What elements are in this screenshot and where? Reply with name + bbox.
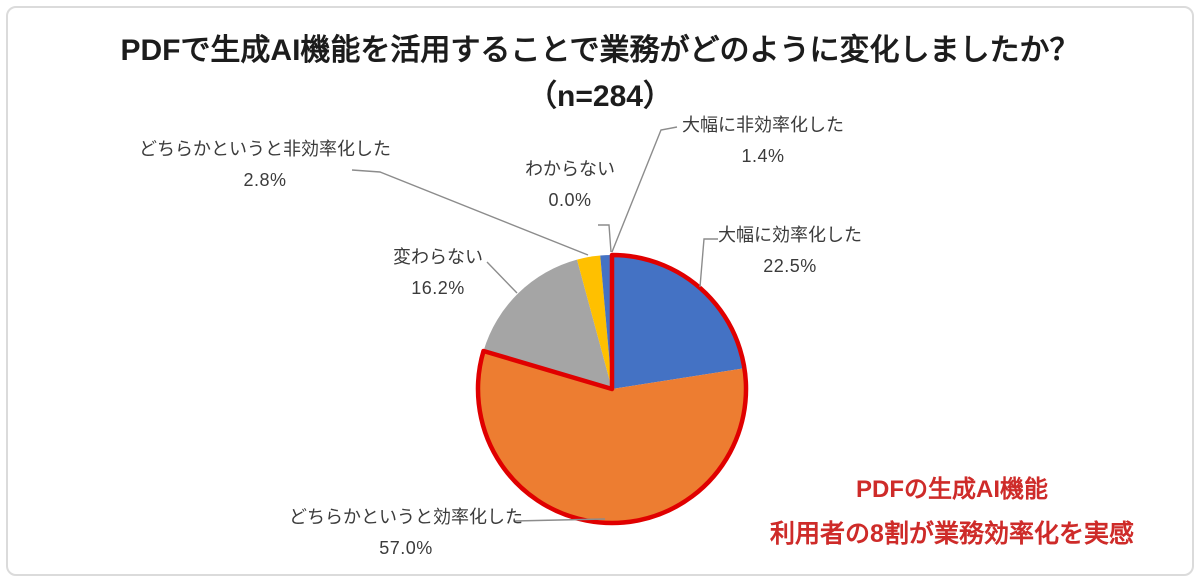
callout-value: 16.2% bbox=[411, 278, 465, 298]
callout-daihaba-kouritsuka: 大幅に効率化した 22.5% bbox=[718, 220, 862, 282]
pie-slice-1 bbox=[478, 350, 746, 523]
callout-value: 57.0% bbox=[379, 538, 433, 558]
callout-daihaba-hikouritsuka: 大幅に非効率化した 1.4% bbox=[682, 110, 844, 172]
callout-dochiraka-kouritsuka: どちらかというと効率化した 57.0% bbox=[289, 502, 523, 564]
leader-lines bbox=[351, 126, 718, 522]
takeaway-text: PDFの生成AI機能 利用者の8割が業務効率化を実感 bbox=[770, 468, 1134, 556]
callout-value: 2.8% bbox=[243, 170, 287, 190]
callout-value: 22.5% bbox=[763, 256, 817, 276]
pie-slice-2 bbox=[483, 259, 612, 389]
takeaway-line2: 利用者の8割が業務効率化を実感 bbox=[770, 520, 1134, 548]
leader-line-wakaranai bbox=[598, 224, 612, 253]
callout-label: 変わらない bbox=[393, 247, 483, 267]
leader-line-daihaba-kouritsuka bbox=[699, 238, 718, 288]
leader-line-dochiraka-kouritsuka bbox=[513, 518, 606, 522]
leader-line-dochiraka-hikouritsuka bbox=[351, 169, 589, 256]
callout-value: 0.0% bbox=[548, 190, 592, 210]
callout-label: 大幅に効率化した bbox=[718, 225, 862, 245]
callout-dochiraka-hikouritsuka: どちらかというと非効率化した 2.8% bbox=[139, 134, 391, 196]
callout-value: 1.4% bbox=[741, 146, 785, 166]
callout-wakaranai: わからない 0.0% bbox=[525, 154, 615, 216]
pie-slices bbox=[478, 255, 746, 523]
pie-highlight-outline bbox=[475, 252, 749, 526]
chart-title: PDFで生成AI機能を活用することで業務がどのように変化しましたか？ bbox=[120, 34, 1080, 67]
leader-line-daihaba-hikouritsuka bbox=[611, 126, 678, 253]
callout-kawaranai: 変わらない 16.2% bbox=[393, 242, 483, 304]
sample-size: （n=284） bbox=[527, 80, 673, 113]
callout-label: どちらかというと非効率化した bbox=[139, 139, 391, 159]
highlight-outline bbox=[475, 252, 749, 526]
pie-slice-0 bbox=[612, 255, 745, 389]
pie-slice-3 bbox=[577, 255, 612, 389]
callout-label: わからない bbox=[525, 159, 615, 179]
callout-label: どちらかというと効率化した bbox=[289, 507, 523, 527]
pie-slice-4 bbox=[600, 255, 612, 389]
title-block: PDFで生成AI機能を活用することで業務がどのように変化しましたか？ （n=28… bbox=[0, 28, 1200, 120]
callout-label: 大幅に非効率化した bbox=[682, 115, 844, 135]
leader-line-kawaranai bbox=[486, 261, 518, 294]
takeaway-line1: PDFの生成AI機能 bbox=[856, 476, 1048, 503]
